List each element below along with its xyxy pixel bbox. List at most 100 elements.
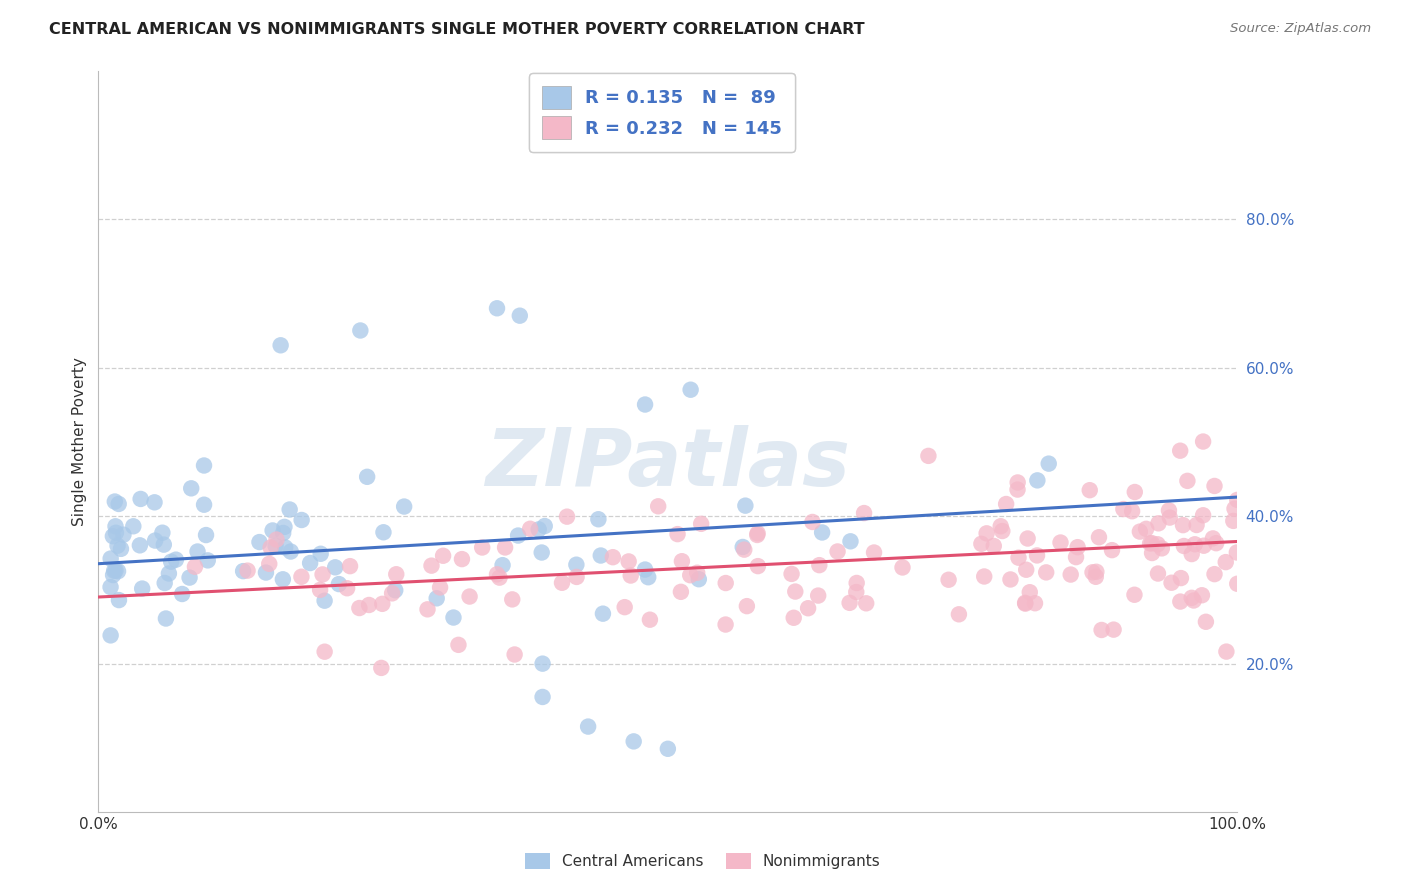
Point	[1170, 594, 1192, 608]
Point	[356, 470, 378, 484]
Point	[107, 497, 129, 511]
Point	[1204, 567, 1226, 582]
Point	[1139, 536, 1161, 550]
Point	[657, 741, 679, 756]
Point	[1192, 539, 1215, 553]
Point	[1204, 479, 1226, 493]
Point	[157, 566, 180, 581]
Point	[1181, 547, 1204, 561]
Point	[671, 554, 693, 568]
Point	[193, 498, 215, 512]
Point	[1018, 585, 1040, 599]
Point	[262, 524, 284, 538]
Point	[589, 549, 612, 563]
Point	[1090, 623, 1112, 637]
Point	[1088, 530, 1111, 544]
Point	[863, 545, 886, 559]
Point	[1171, 518, 1194, 533]
Point	[808, 558, 831, 573]
Point	[530, 545, 553, 559]
Point	[143, 495, 166, 509]
Text: ZIPatlas: ZIPatlas	[485, 425, 851, 503]
Point	[637, 570, 659, 584]
Point	[669, 584, 692, 599]
Point	[101, 568, 124, 582]
Point	[195, 528, 218, 542]
Point	[101, 529, 124, 543]
Point	[983, 539, 1005, 553]
Point	[160, 555, 183, 569]
Point	[1038, 457, 1060, 471]
Point	[1160, 575, 1182, 590]
Point	[1192, 434, 1215, 449]
Point	[232, 564, 254, 578]
Point	[1147, 516, 1170, 531]
Point	[1123, 485, 1146, 500]
Point	[309, 582, 332, 597]
Point	[533, 519, 555, 533]
Point	[104, 564, 127, 578]
Point	[1181, 591, 1204, 605]
Point	[917, 449, 939, 463]
Point	[735, 599, 758, 614]
Point	[1007, 483, 1029, 497]
Point	[112, 527, 135, 541]
Point	[845, 585, 868, 599]
Point	[679, 383, 702, 397]
Point	[1081, 566, 1104, 580]
Point	[486, 301, 509, 316]
Point	[807, 589, 830, 603]
Point	[236, 564, 259, 578]
Point	[1123, 588, 1146, 602]
Point	[531, 657, 554, 671]
Point	[811, 525, 834, 540]
Point	[509, 309, 531, 323]
Point	[371, 597, 394, 611]
Point	[1195, 615, 1218, 629]
Point	[128, 538, 150, 552]
Point	[1101, 543, 1123, 558]
Point	[1215, 555, 1237, 569]
Point	[104, 519, 127, 533]
Point	[100, 628, 122, 642]
Point	[336, 581, 359, 595]
Point	[1147, 566, 1170, 581]
Point	[1215, 644, 1237, 658]
Point	[311, 567, 333, 582]
Point	[107, 564, 129, 578]
Point	[797, 601, 820, 615]
Point	[349, 601, 371, 615]
Point	[731, 540, 754, 554]
Point	[197, 553, 219, 567]
Point	[527, 522, 550, 536]
Point	[122, 519, 145, 533]
Point	[991, 524, 1014, 538]
Point	[565, 558, 588, 572]
Point	[666, 527, 689, 541]
Point	[620, 568, 643, 582]
Point	[1007, 550, 1029, 565]
Point	[273, 520, 295, 534]
Point	[143, 533, 166, 548]
Point	[519, 522, 541, 536]
Point	[488, 571, 510, 585]
Point	[747, 528, 769, 542]
Point	[259, 557, 281, 571]
Point	[432, 549, 454, 563]
Point	[1112, 502, 1135, 516]
Point	[839, 534, 862, 549]
Point	[110, 541, 132, 556]
Point	[838, 596, 860, 610]
Point	[503, 648, 526, 662]
Point	[290, 570, 312, 584]
Point	[271, 572, 294, 586]
Point	[309, 547, 332, 561]
Point	[1000, 573, 1022, 587]
Point	[1024, 596, 1046, 610]
Text: CENTRAL AMERICAN VS NONIMMIGRANTS SINGLE MOTHER POVERTY CORRELATION CHART: CENTRAL AMERICAN VS NONIMMIGRANTS SINGLE…	[49, 22, 865, 37]
Point	[801, 515, 824, 529]
Point	[995, 497, 1018, 511]
Point	[264, 539, 287, 553]
Point	[1157, 503, 1180, 517]
Point	[1146, 537, 1168, 551]
